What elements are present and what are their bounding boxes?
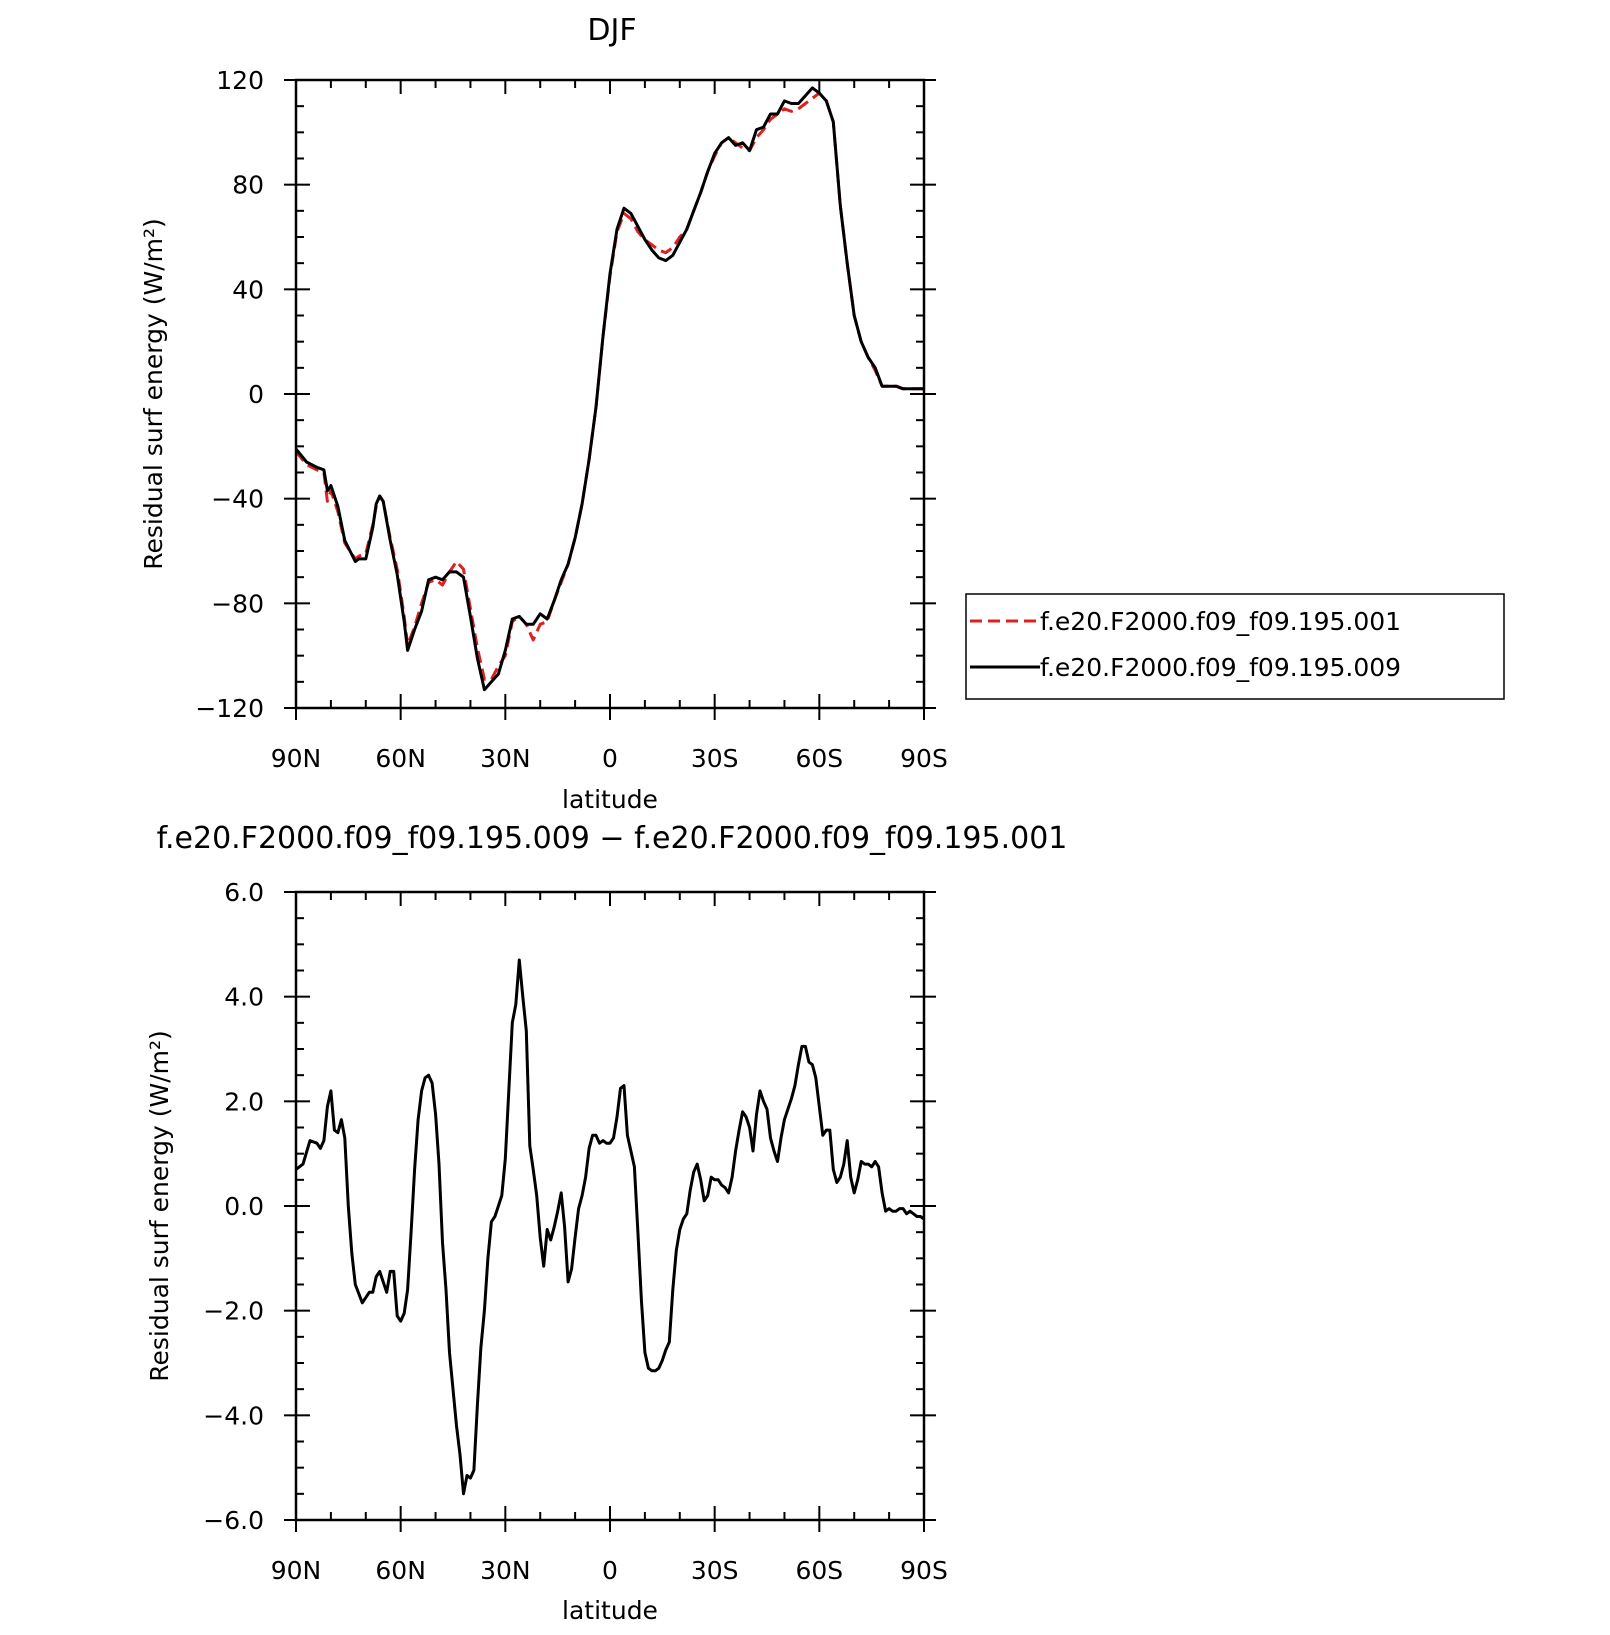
x-tick-label: 90S [900, 1556, 948, 1585]
bottom-chart-title: f.e20.F2000.f09_f09.195.009 − f.e20.F200… [157, 821, 1068, 856]
legend-label-009: f.e20.F2000.f09_f09.195.009 [1040, 653, 1401, 682]
bottom-x-tick-labels: 90N 60N 30N 0 30S 60S 90S [271, 1556, 948, 1585]
top-series-line-2 [294, 86, 924, 692]
top-y-tick-labels: 120 80 40 0 −40 −80 −120 [195, 66, 264, 723]
top-x-axis-label: latitude [562, 785, 658, 814]
top-plot-area [284, 78, 936, 720]
top-series-group [294, 86, 924, 692]
y-tick-label: −2.0 [203, 1297, 264, 1326]
bottom-plot-area [284, 890, 936, 1532]
y-tick-label: 2.0 [224, 1087, 264, 1116]
legend: f.e20.F2000.f09_f09.195.001 f.e20.F2000.… [965, 593, 1505, 700]
top-chart-title: DJF [587, 13, 636, 48]
bottom-y-tick-labels: 6.0 4.0 2.0 0.0 −2.0 −4.0 −6.0 [203, 878, 264, 1535]
y-tick-label: 0.0 [224, 1192, 264, 1221]
y-tick-label: −120 [195, 694, 264, 723]
top-panel: DJF 90N 60N 30N 0 30S 60S 90S 120 80 40 … [139, 13, 1505, 814]
x-tick-label: 60S [795, 1556, 843, 1585]
x-tick-label: 90S [900, 744, 948, 773]
x-tick-label: 90N [271, 744, 322, 773]
bottom-x-axis-label: latitude [562, 1596, 658, 1625]
y-tick-label: −80 [211, 589, 264, 618]
top-series-line-1 [294, 91, 924, 681]
x-tick-label: 60N [375, 1556, 426, 1585]
x-tick-label: 30N [480, 744, 531, 773]
y-tick-label: 6.0 [224, 878, 264, 907]
y-tick-label: −4.0 [203, 1401, 264, 1430]
top-ticks [284, 79, 936, 720]
x-tick-label: 60S [795, 744, 843, 773]
bottom-series-group [295, 958, 925, 1496]
y-tick-label: 0 [248, 380, 264, 409]
y-tick-label: −6.0 [203, 1506, 264, 1535]
top-x-tick-labels: 90N 60N 30N 0 30S 60S 90S [271, 744, 948, 773]
bottom-panel: f.e20.F2000.f09_f09.195.009 − f.e20.F200… [145, 821, 1067, 1625]
bottom-y-axis-label: Residual surf energy (W/m²) [145, 1030, 174, 1382]
y-tick-label: 80 [232, 171, 264, 200]
top-y-axis-label: Residual surf energy (W/m²) [139, 218, 168, 570]
bottom-plot-frame [294, 890, 926, 1522]
top-plot-frame [294, 78, 926, 710]
legend-label-001: f.e20.F2000.f09_f09.195.001 [1040, 607, 1401, 636]
bottom-ticks [284, 891, 936, 1532]
x-tick-label: 0 [602, 744, 618, 773]
x-tick-label: 30S [691, 1556, 739, 1585]
y-tick-label: 120 [216, 66, 264, 95]
bottom-series-line-1 [295, 958, 925, 1496]
legend-box [965, 593, 1505, 700]
x-tick-label: 0 [602, 1556, 618, 1585]
x-tick-label: 60N [375, 744, 426, 773]
x-tick-label: 90N [271, 1556, 322, 1585]
y-tick-label: 40 [232, 275, 264, 304]
y-tick-label: −40 [211, 485, 264, 514]
x-tick-label: 30S [691, 744, 739, 773]
y-tick-label: 4.0 [224, 983, 264, 1012]
x-tick-label: 30N [480, 1556, 531, 1585]
